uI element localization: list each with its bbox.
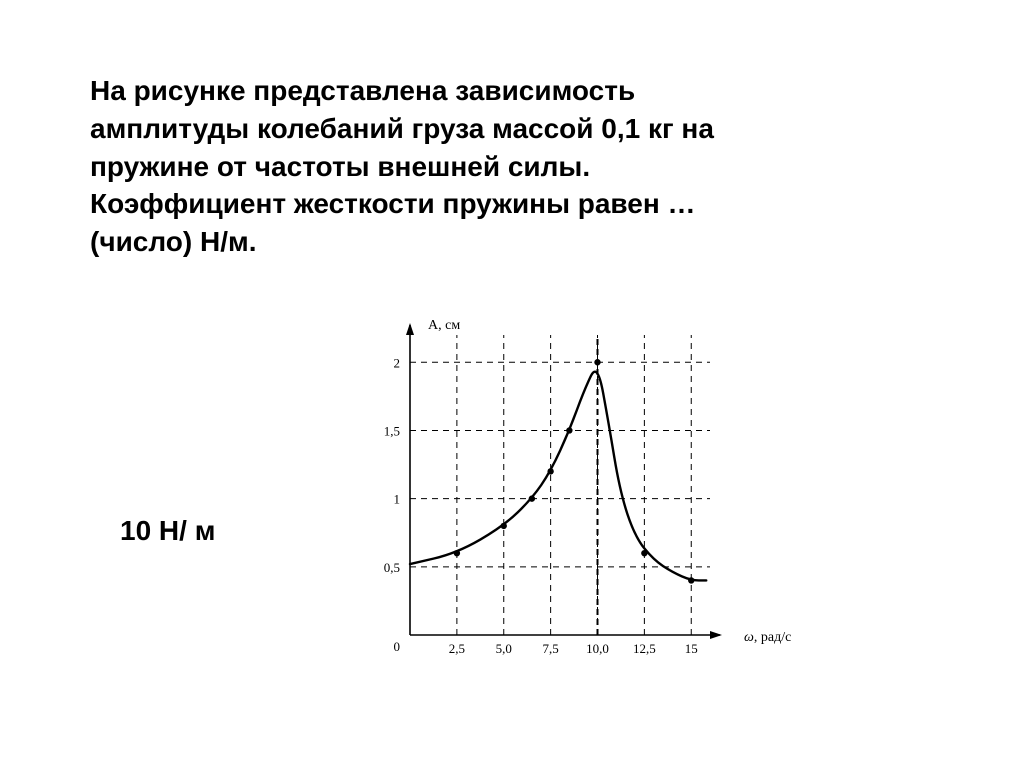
answer-text: 10 Н/ м bbox=[120, 515, 215, 547]
page-root: На рисунке представлена зависимость ампл… bbox=[0, 0, 1024, 768]
svg-text:ω, рад/с: ω, рад/с bbox=[744, 630, 791, 645]
problem-line-2: амплитуды колебаний груза массой 0,1 кг … bbox=[90, 110, 934, 148]
problem-line-1: На рисунке представлена зависимость bbox=[90, 72, 934, 110]
svg-text:0: 0 bbox=[394, 639, 401, 654]
chart-svg: 2,5 5,0 7,5 10,0 12,5 15 0,5 1 1,5 2 0 A, см ω, рад/… bbox=[350, 295, 910, 695]
resonance-chart: 2,5 5,0 7,5 10,0 12,5 15 0,5 1 1,5 2 0 A, см ω, рад/… bbox=[350, 295, 910, 700]
problem-line-3: пружине от частоты внешней силы. bbox=[90, 148, 934, 186]
svg-text:7,5: 7,5 bbox=[543, 641, 559, 656]
svg-text:10,0: 10,0 bbox=[586, 641, 609, 656]
svg-text:A, см: A, см bbox=[428, 318, 460, 333]
svg-text:1: 1 bbox=[394, 492, 401, 507]
problem-line-4: Коэффициент жесткости пружины равен … bbox=[90, 185, 934, 223]
svg-text:2,5: 2,5 bbox=[449, 641, 465, 656]
svg-text:2: 2 bbox=[394, 355, 401, 370]
svg-text:5,0: 5,0 bbox=[496, 641, 512, 656]
problem-line-5: (число) Н/м. bbox=[90, 223, 934, 261]
svg-text:1,5: 1,5 bbox=[384, 423, 400, 438]
svg-text:12,5: 12,5 bbox=[633, 641, 656, 656]
svg-text:15: 15 bbox=[685, 641, 698, 656]
problem-text: На рисунке представлена зависимость ампл… bbox=[90, 72, 934, 261]
svg-text:0,5: 0,5 bbox=[384, 560, 400, 575]
